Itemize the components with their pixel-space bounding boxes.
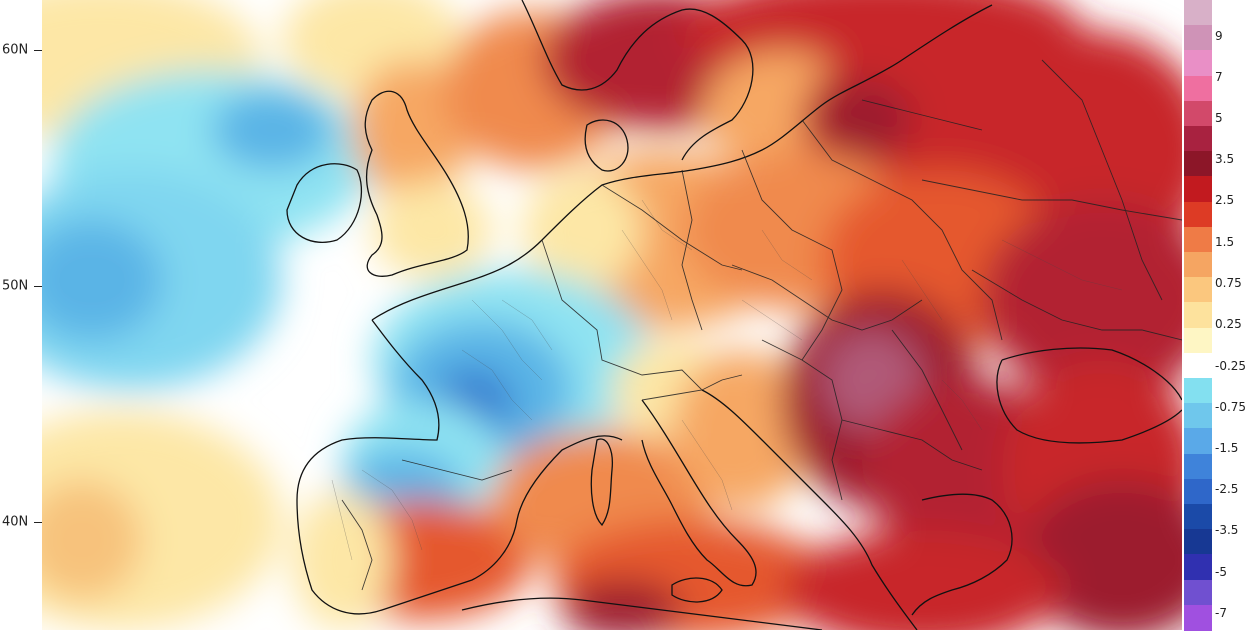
colorbar-swatch [1184, 428, 1212, 455]
colorbar-swatch [1184, 378, 1212, 404]
anomaly-fields [42, 0, 1182, 630]
colorbar-swatch [1184, 453, 1212, 480]
colorbar-swatch [1184, 529, 1212, 555]
colorbar-label: -0.75 [1215, 400, 1247, 414]
lat-label-50n: 50N [2, 278, 29, 294]
lat-label-40n: 40N [2, 514, 29, 530]
colorbar-legend: 9 7 5 3.5 2.5 1.5 0.75 0.25 -0.25 -0.75 -1.5 -2.5 -3… [1184, 0, 1250, 631]
country-borders [341, 59, 1182, 591]
colorbar-swatch [1184, 579, 1212, 606]
coastlines [286, 0, 1182, 630]
lat-label-60n: 60N [2, 42, 29, 58]
colorbar-swatch [1184, 554, 1212, 581]
anomaly-map-svg [42, 0, 1182, 630]
colorbar-label: 7 [1215, 70, 1223, 84]
colorbar-swatch [1184, 0, 1212, 26]
colorbar-label: 0.75 [1215, 276, 1242, 290]
colorbar-swatch [1184, 252, 1212, 278]
lat-tick-50n [34, 286, 42, 287]
colorbar-label: -7 [1215, 606, 1227, 620]
colorbar-label: -0.25 [1215, 359, 1247, 373]
colorbar-swatch [1184, 403, 1212, 429]
anomaly-map [42, 0, 1182, 630]
colorbar-label: 2.5 [1215, 193, 1235, 207]
colorbar-swatch [1184, 478, 1212, 505]
colorbar-swatch [1184, 604, 1212, 631]
colorbar-label: -3.5 [1215, 523, 1239, 537]
colorbar-swatch [1184, 100, 1212, 127]
colorbar-swatch [1184, 226, 1212, 253]
colorbar-swatch [1184, 327, 1212, 354]
colorbar-swatch [1184, 201, 1212, 228]
colorbar-label: -5 [1215, 565, 1227, 579]
regional-boundaries [331, 199, 1123, 561]
colorbar-swatch [1184, 151, 1212, 177]
lat-tick-40n [34, 522, 42, 523]
colorbar-swatch [1184, 277, 1212, 303]
colorbar-swatch [1184, 50, 1212, 77]
colorbar-swatch [1184, 75, 1212, 102]
colorbar-label: -2.5 [1215, 482, 1239, 496]
colorbar-label: -1.5 [1215, 441, 1239, 455]
colorbar-label: 5 [1215, 111, 1223, 125]
colorbar-swatch [1184, 504, 1212, 530]
colorbar-swatch [1184, 302, 1212, 329]
latitude-axis: 60N 50N 40N [0, 0, 42, 630]
lat-tick-60n [34, 50, 42, 51]
colorbar-label: 1.5 [1215, 235, 1235, 249]
colorbar-label: 9 [1215, 29, 1223, 43]
colorbar-swatch [1184, 126, 1212, 152]
colorbar-swatch [1184, 176, 1212, 203]
colorbar-swatch [1184, 25, 1212, 51]
colorbar-label: 3.5 [1215, 152, 1235, 166]
colorbar-label: 0.25 [1215, 317, 1242, 331]
colorbar-swatch [1184, 352, 1212, 379]
